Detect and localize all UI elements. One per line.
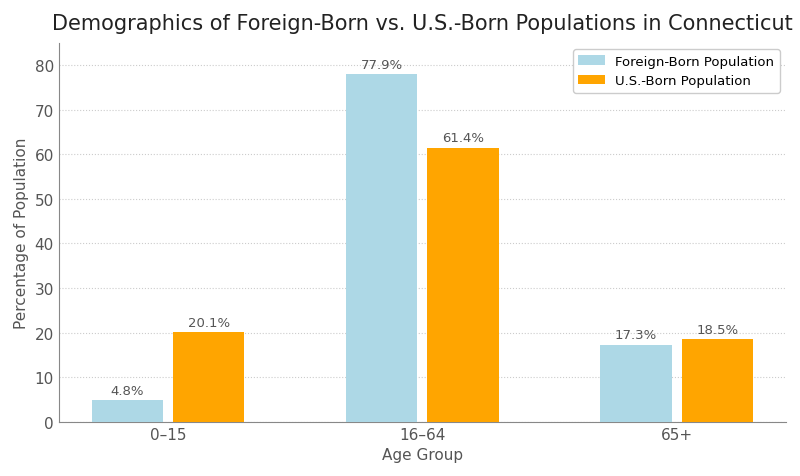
- Text: 20.1%: 20.1%: [188, 316, 230, 329]
- Text: 4.8%: 4.8%: [110, 384, 144, 397]
- Bar: [92, 400, 163, 422]
- Text: 61.4%: 61.4%: [442, 132, 484, 145]
- Bar: [173, 332, 244, 422]
- Legend: Foreign-Born Population, U.S.-Born Population: Foreign-Born Population, U.S.-Born Popul…: [573, 50, 779, 93]
- Bar: [427, 149, 498, 422]
- Bar: [346, 75, 418, 422]
- Bar: [601, 345, 672, 422]
- Bar: [682, 339, 753, 422]
- Text: 18.5%: 18.5%: [696, 323, 738, 336]
- Text: 77.9%: 77.9%: [361, 59, 402, 72]
- Y-axis label: Percentage of Population: Percentage of Population: [14, 137, 29, 328]
- Title: Demographics of Foreign-Born vs. U.S.-Born Populations in Connecticut: Demographics of Foreign-Born vs. U.S.-Bo…: [52, 14, 793, 34]
- Text: 17.3%: 17.3%: [615, 328, 657, 341]
- X-axis label: Age Group: Age Group: [382, 447, 463, 462]
